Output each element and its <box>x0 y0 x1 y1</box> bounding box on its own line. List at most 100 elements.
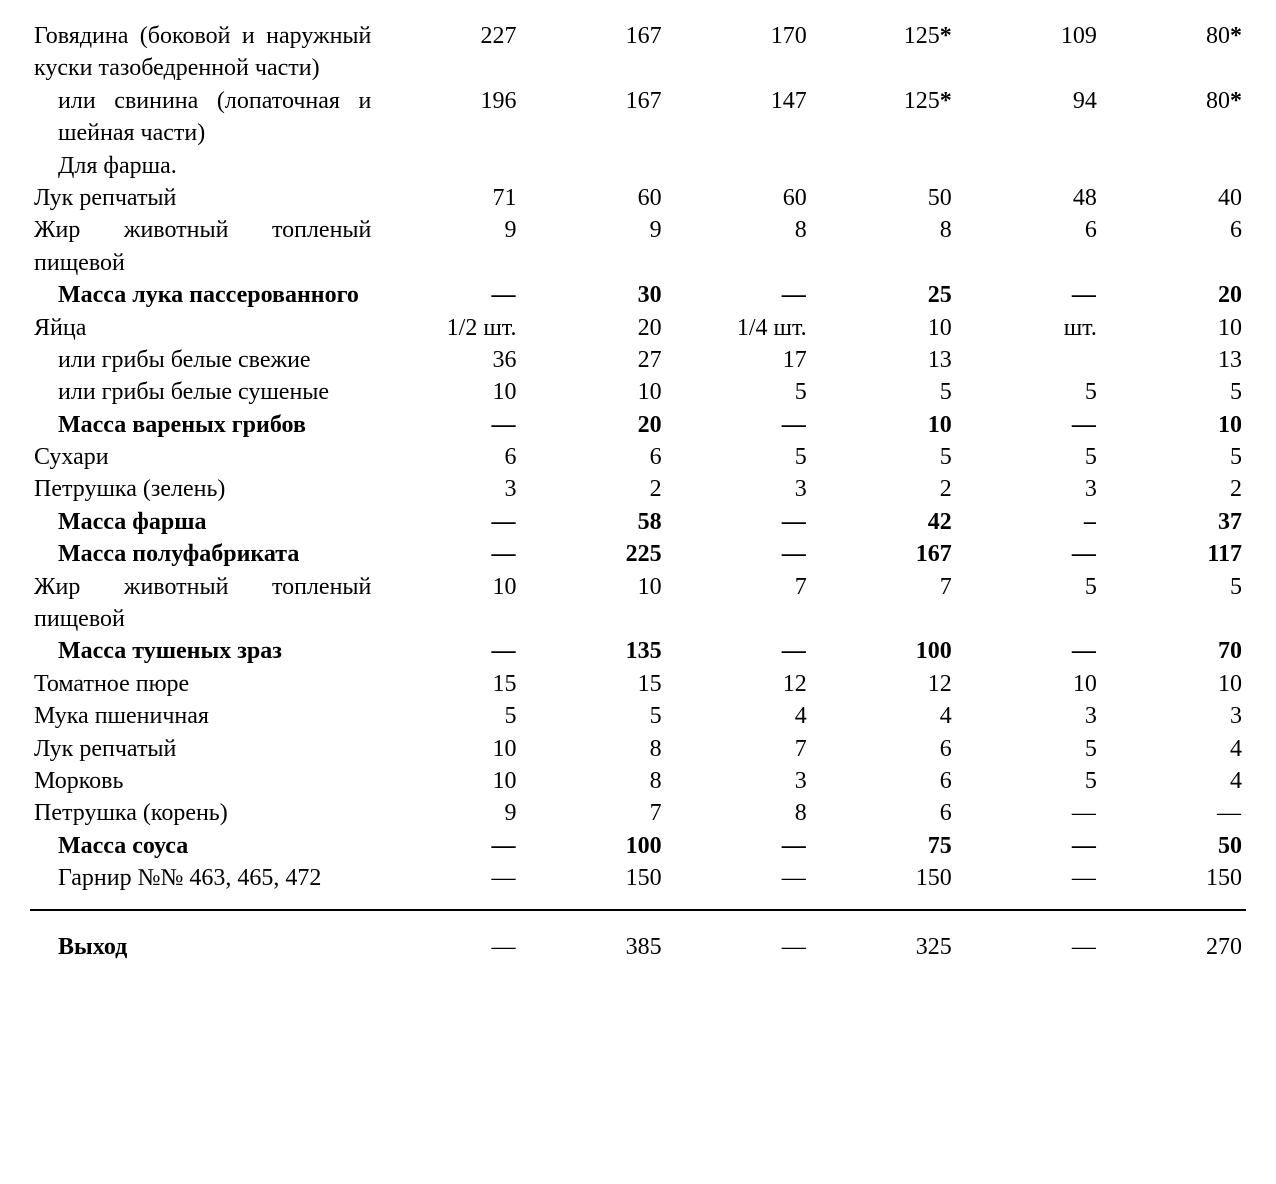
table-row: или грибы белые сушеные10105555 <box>30 376 1246 408</box>
table-cell: – <box>956 506 1101 538</box>
row-label: Для фарша. <box>30 150 375 182</box>
table-cell <box>521 150 666 182</box>
row-label: Яйца <box>30 312 375 344</box>
table-cell: 8 <box>666 214 811 279</box>
table-cell: — <box>956 862 1101 894</box>
table-cell: 7 <box>811 571 956 636</box>
table-cell: 7 <box>666 571 811 636</box>
table-cell: — <box>956 830 1101 862</box>
table-cell: 10 <box>811 409 956 441</box>
table-cell: 20 <box>521 409 666 441</box>
table-cell: 100 <box>521 830 666 862</box>
table-cell: — <box>666 910 811 963</box>
table-row: Морковь1083654 <box>30 765 1246 797</box>
table-cell: 1/4 шт. <box>666 312 811 344</box>
table-row: Яйца1/2 шт.201/4 шт.10шт.10 <box>30 312 1246 344</box>
table-cell: — <box>956 279 1101 311</box>
table-cell: 6 <box>811 733 956 765</box>
table-cell: 10 <box>375 733 520 765</box>
table-row: Петрушка (корень)9786—— <box>30 797 1246 829</box>
table-cell: 94 <box>956 85 1101 150</box>
table-cell: 7 <box>666 733 811 765</box>
table-cell: 150 <box>521 862 666 894</box>
row-label: Масса вареных грибов <box>30 409 375 441</box>
table-row: Томатное пюре151512121010 <box>30 668 1246 700</box>
table-cell: 3 <box>1101 700 1246 732</box>
table-cell: 9 <box>521 214 666 279</box>
table-cell: 2 <box>1101 473 1246 505</box>
row-label: Морковь <box>30 765 375 797</box>
table-cell <box>375 150 520 182</box>
table-row: Для фарша. <box>30 150 1246 182</box>
table-cell: 50 <box>1101 830 1246 862</box>
table-cell: 167 <box>811 538 956 570</box>
table-cell: 3 <box>956 473 1101 505</box>
table-cell: — <box>956 910 1101 963</box>
table-row: Гарнир №№ 463, 465, 472—150—150—150 <box>30 862 1246 894</box>
table-cell: 6 <box>375 441 520 473</box>
table-cell: — <box>666 279 811 311</box>
table-cell: 10 <box>1101 312 1246 344</box>
table-row: или грибы белые свежие3627171313 <box>30 344 1246 376</box>
table-cell <box>956 150 1101 182</box>
table-cell: 5 <box>956 571 1101 636</box>
table-cell: 10 <box>956 668 1101 700</box>
table-cell: 5 <box>956 441 1101 473</box>
table-cell: 71 <box>375 182 520 214</box>
table-cell: 42 <box>811 506 956 538</box>
table-cell: 9 <box>375 214 520 279</box>
table-cell: — <box>666 830 811 862</box>
table-cell: — <box>666 506 811 538</box>
table-cell: 30 <box>521 279 666 311</box>
row-label: Петрушка (корень) <box>30 797 375 829</box>
table-cell: 167 <box>521 85 666 150</box>
table-cell: 147 <box>666 85 811 150</box>
table-cell: 196 <box>375 85 520 150</box>
row-label: Масса полуфабриката <box>30 538 375 570</box>
table-cell: 75 <box>811 830 956 862</box>
table-cell: 10 <box>1101 668 1246 700</box>
row-label: Петрушка (зелень) <box>30 473 375 505</box>
table-cell: 325 <box>811 910 956 963</box>
table-cell: — <box>666 635 811 667</box>
table-cell: 3 <box>956 700 1101 732</box>
table-cell: 225 <box>521 538 666 570</box>
row-label: или свинина (лопаточная и шейная части) <box>30 85 375 150</box>
table-cell: — <box>375 279 520 311</box>
table-cell: — <box>375 830 520 862</box>
table-cell: 20 <box>521 312 666 344</box>
table-cell: 4 <box>1101 733 1246 765</box>
table-cell: 10 <box>521 376 666 408</box>
table-cell: 135 <box>521 635 666 667</box>
table-cell: 2 <box>811 473 956 505</box>
table-cell: 10 <box>521 571 666 636</box>
table-row: Лук репчатый1087654 <box>30 733 1246 765</box>
table-cell: 80 <box>1101 85 1246 150</box>
table-cell: 5 <box>1101 441 1246 473</box>
table-row: Масса полуфабриката—225—167—117 <box>30 538 1246 570</box>
table-cell: 58 <box>521 506 666 538</box>
table-cell <box>956 344 1101 376</box>
table-cell: 3 <box>666 765 811 797</box>
table-cell: 12 <box>811 668 956 700</box>
row-label: Говядина (боковой и наружный куски тазоб… <box>30 20 375 85</box>
table-cell: 3 <box>666 473 811 505</box>
row-label: Масса лука пассерованного <box>30 279 375 311</box>
table-cell: — <box>375 409 520 441</box>
table-cell: — <box>375 506 520 538</box>
table-cell: — <box>666 538 811 570</box>
table-cell: 48 <box>956 182 1101 214</box>
table-cell: 150 <box>811 862 956 894</box>
table-cell: — <box>375 862 520 894</box>
table-cell: 5 <box>956 765 1101 797</box>
table-cell: 170 <box>666 20 811 85</box>
table-cell: 15 <box>375 668 520 700</box>
table-cell: 15 <box>521 668 666 700</box>
table-cell: 80 <box>1101 20 1246 85</box>
table-cell: 5 <box>666 376 811 408</box>
table-cell: — <box>375 635 520 667</box>
table-row: Жир животный топленый пищевой998866 <box>30 214 1246 279</box>
table-cell: 25 <box>811 279 956 311</box>
row-label: Масса соуса <box>30 830 375 862</box>
table-cell: 270 <box>1101 910 1246 963</box>
